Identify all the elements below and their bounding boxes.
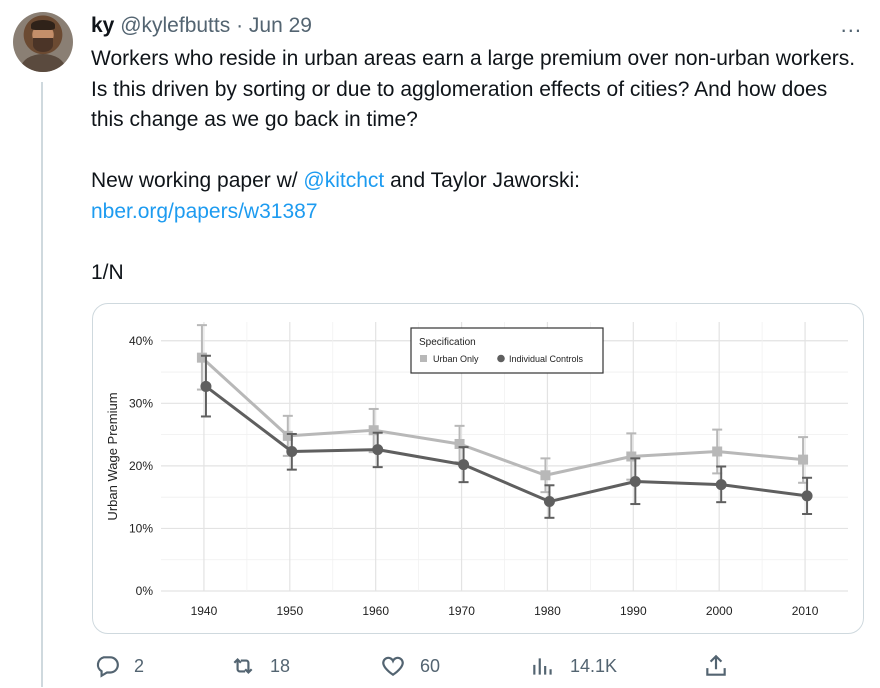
data-point-square (196, 352, 207, 363)
more-icon[interactable]: ... (840, 12, 862, 37)
author-name[interactable]: ky (91, 14, 115, 37)
legend-label: Individual Controls (509, 354, 584, 364)
views-button[interactable]: 14.1K (530, 648, 617, 684)
avatar-shirt (21, 54, 65, 72)
y-axis-label: Urban Wage Premium (105, 392, 120, 520)
y-tick-label: 0% (136, 584, 154, 598)
data-point-circle (286, 445, 298, 457)
thread-marker: 1/N (91, 260, 124, 284)
data-point-circle (200, 380, 212, 392)
y-tick-label: 10% (129, 521, 153, 535)
mention-link[interactable]: @kitchct (303, 169, 385, 192)
chart-card[interactable]: 0% 10% 20% 30% 40% 1940 1950 1960 1970 1980 1990 20… (92, 303, 864, 634)
like-button[interactable]: 60 (380, 648, 440, 684)
share-icon (706, 654, 726, 676)
tweet-header: ky @kylefbutts · Jun 29 (91, 12, 312, 40)
data-point-circle (801, 490, 813, 502)
x-tick-label: 1990 (620, 604, 647, 618)
data-point-square (540, 470, 551, 481)
separator-dot: · (236, 14, 244, 37)
data-point-circle (715, 479, 727, 491)
data-point-square (798, 454, 809, 465)
data-point-square (712, 446, 723, 457)
tweet-paragraph-1: Workers who reside in urban areas earn a… (91, 47, 856, 131)
retweet-count: 18 (270, 655, 291, 676)
x-tick-label: 1950 (276, 604, 303, 618)
retweet-icon (233, 657, 253, 675)
y-tick-label: 40% (129, 334, 153, 348)
data-point-circle (629, 476, 641, 488)
legend-marker-circle (497, 354, 505, 363)
action-bar: 2 18 60 14.1K (0, 648, 880, 688)
legend-title: Specification (419, 337, 476, 348)
reply-button[interactable]: 2 (94, 648, 144, 684)
avatar-hair (31, 20, 55, 30)
series-line (205, 385, 808, 504)
x-tick-label: 1940 (191, 604, 218, 618)
x-tick-label: 1970 (448, 604, 475, 618)
x-tick-label: 2000 (706, 604, 733, 618)
data-point-circle (543, 496, 555, 508)
y-tick-label: 20% (129, 459, 153, 473)
paragraph-2-prefix: New working paper w/ (91, 169, 304, 192)
data-point-square (282, 430, 293, 441)
data-point-square (368, 425, 379, 436)
share-button[interactable] (703, 648, 729, 684)
legend-label: Urban Only (433, 354, 479, 364)
avatar-beard (33, 38, 53, 52)
tweet-date[interactable]: Jun 29 (248, 14, 312, 37)
tweet-paragraph-2: New working paper w/ @kitchct and Taylor… (91, 166, 861, 197)
avatar[interactable] (13, 12, 73, 72)
paragraph-2-suffix: and Taylor Jaworski: (384, 169, 580, 192)
data-point-square (454, 438, 465, 449)
data-point-square (626, 451, 637, 462)
x-tick-label: 1980 (534, 604, 561, 618)
thread-line (41, 82, 43, 687)
retweet-button[interactable]: 18 (230, 648, 290, 684)
data-point-circle (372, 444, 384, 456)
legend-box (410, 327, 604, 374)
reply-count: 2 (134, 655, 145, 676)
views-icon (533, 658, 552, 675)
x-tick-label: 2010 (792, 604, 819, 618)
reply-icon (96, 656, 119, 678)
author-handle[interactable]: @kylefbutts (120, 14, 231, 37)
x-tick-label: 1960 (362, 604, 389, 618)
views-count: 14.1K (570, 655, 618, 676)
paper-link[interactable]: nber.org/papers/w31387 (91, 199, 318, 223)
legend-marker-square (420, 355, 427, 362)
tweet-text: Workers who reside in urban areas earn a… (91, 44, 861, 288)
like-icon (382, 656, 404, 676)
y-tick-label: 30% (129, 396, 153, 410)
data-point-circle (458, 459, 470, 471)
like-count: 60 (420, 655, 441, 676)
urban-wage-premium-chart: 0% 10% 20% 30% 40% 1940 1950 1960 1970 1980 1990 20… (105, 322, 848, 618)
series-line (200, 356, 804, 477)
